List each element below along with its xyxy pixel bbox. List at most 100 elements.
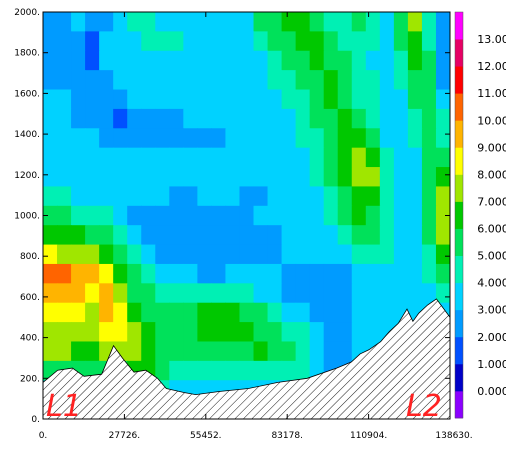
heatmap-cell	[379, 108, 395, 129]
heatmap-cell	[141, 108, 156, 129]
heatmap-cell	[169, 263, 184, 284]
heatmap-cell	[351, 302, 367, 323]
heatmap-cell	[197, 108, 213, 129]
heatmap-cell	[393, 244, 409, 265]
heatmap-cell	[57, 31, 72, 52]
heatmap-cell	[435, 263, 450, 284]
heatmap-cell	[99, 108, 114, 129]
heatmap-cell	[197, 147, 213, 168]
heatmap-cell	[295, 108, 311, 129]
colorbar-label: 9.000	[477, 141, 506, 154]
x-tick-label: 27726.	[109, 431, 141, 441]
heatmap-cell	[393, 50, 409, 71]
heatmap-cell	[57, 225, 72, 246]
heatmap-cell	[239, 128, 255, 149]
heatmap-cell	[169, 70, 184, 91]
heatmap-cell	[99, 302, 114, 323]
heatmap-cell	[295, 244, 311, 265]
heatmap-cell	[323, 12, 339, 32]
heatmap-cell	[141, 89, 156, 110]
heatmap-cell	[183, 31, 198, 52]
heatmap-cell	[211, 263, 227, 284]
heatmap-cell	[253, 128, 269, 149]
heatmap-cell	[379, 263, 395, 284]
heatmap-cell	[295, 263, 311, 284]
heatmap-cell	[323, 50, 339, 71]
heatmap-cell	[365, 263, 381, 284]
heatmap-cell	[435, 89, 450, 110]
heatmap-cell	[169, 360, 184, 381]
heatmap-cell	[127, 263, 142, 284]
heatmap-cell	[435, 70, 450, 91]
heatmap-cell	[323, 263, 339, 284]
heatmap-cell	[197, 12, 213, 32]
heatmap-cell	[99, 70, 114, 91]
heatmap-cell	[71, 167, 86, 188]
heatmap-cell	[281, 147, 297, 168]
heatmap-cell	[365, 70, 381, 91]
heatmap-cell	[267, 147, 283, 168]
heatmap-cell	[351, 186, 367, 207]
heatmap-cell	[183, 263, 198, 284]
heatmap-cell	[127, 147, 142, 168]
heatmap-cell	[71, 205, 86, 226]
x-tick-label: 0.	[39, 431, 48, 441]
heatmap-cell	[337, 322, 353, 343]
heatmap-cell	[197, 302, 213, 323]
colorbar-band	[455, 309, 463, 338]
heatmap-cell	[155, 225, 170, 246]
heatmap-cell	[309, 244, 325, 265]
heatmap-cell	[225, 89, 241, 110]
y-tick-label: 1000.	[14, 212, 40, 222]
heatmap-cell	[393, 186, 409, 207]
x-tick-label: 110904.	[350, 431, 387, 441]
axis-layer: 0. 200. 400. 600. 800. 1000. 1200. 1400. 1600. 18…	[14, 8, 472, 441]
heatmap-cell	[295, 322, 311, 343]
heatmap-cell	[183, 244, 198, 265]
heatmap-cell	[155, 322, 170, 343]
heatmap-cell	[85, 341, 100, 362]
heatmap-cell	[71, 31, 86, 52]
heatmap-cell	[155, 205, 170, 226]
heatmap-cell	[169, 322, 184, 343]
heatmap-cell	[225, 341, 241, 362]
heatmap-cell	[113, 50, 128, 71]
heatmap-cell	[281, 263, 297, 284]
heatmap-cell	[99, 128, 114, 149]
heatmap-cell	[57, 89, 72, 110]
heatmap-cell	[211, 167, 227, 188]
heatmap-cell	[85, 89, 100, 110]
heatmap-cell	[239, 244, 255, 265]
heatmap-cell	[323, 322, 339, 343]
heatmap-cell	[267, 108, 283, 129]
heatmap-cell	[393, 283, 409, 304]
heatmap-cell	[43, 167, 58, 188]
heatmap-cell	[71, 12, 86, 32]
heatmap-cell	[323, 186, 339, 207]
heatmap-cell	[253, 341, 269, 362]
heatmap-cell	[155, 263, 170, 284]
heatmap-cell	[99, 263, 114, 284]
heatmap-cell	[155, 283, 170, 304]
heatmap-cell	[309, 167, 325, 188]
heatmap-cell	[169, 186, 184, 207]
heatmap-cell	[197, 225, 213, 246]
heatmap-cell	[169, 89, 184, 110]
heatmap-cell	[57, 341, 72, 362]
heatmap-cell	[155, 128, 170, 149]
endpoint-label-l1: L1	[46, 389, 82, 424]
heatmap-cell	[435, 225, 450, 246]
heatmap-cell	[421, 263, 437, 284]
heatmap-cell	[57, 50, 72, 71]
heatmap-cell	[393, 263, 409, 284]
heatmap-cell	[253, 186, 269, 207]
colorbar: 0.000 1.000 2.000 3.000 4.000 5.000 6.000 7.000…	[454, 11, 506, 419]
heatmap-cell	[253, 70, 269, 91]
colorbar-frame	[454, 11, 464, 419]
heatmap-cell	[281, 322, 297, 343]
heatmap-cell	[211, 50, 227, 71]
heatmap-cell	[225, 108, 241, 129]
heatmap-cell	[127, 302, 142, 323]
heatmap-cell	[351, 283, 367, 304]
